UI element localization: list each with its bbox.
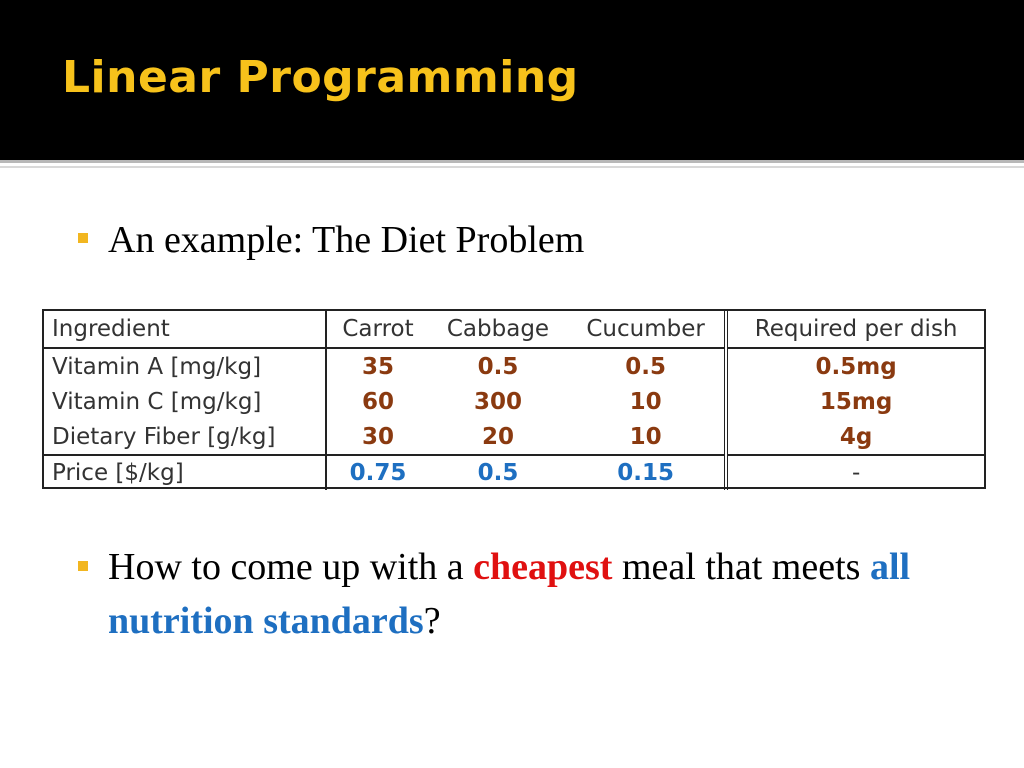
price-value: 0.75 [326,454,429,490]
bullet-text-mid: meal that meets [612,546,870,588]
table-header-ingredient: Ingredient [44,311,327,349]
keyword-nutrition-standards: all nutrition standards [108,546,911,642]
bullet-text-1: An example: The Diet Problem [108,219,585,261]
cell-value: 0.5 [477,353,519,380]
header-divider-secondary [0,166,1024,168]
bullet-text-post: ? [423,600,441,642]
cell-value: 0.5 [625,353,666,380]
keyword-cheapest: cheapest [473,546,613,588]
cell-required: 4g [724,419,984,455]
slide-title: Linear Programming [62,52,579,103]
bullet-square-icon [78,233,88,243]
table-row-price: Price [$/kg] 0.75 0.5 0.15 - [44,454,984,490]
cell-value: 20 [481,423,514,450]
cell-value: 60 [361,388,394,415]
row-label: Vitamin C [mg/kg] [44,384,327,419]
cell-value: 35 [361,353,394,380]
cell-value: 10 [629,388,662,415]
row-label: Price [$/kg] [44,454,327,490]
table-row: Vitamin C [mg/kg] 60 300 10 15mg [44,384,984,419]
table-header-required: Required per dish [724,311,984,349]
table-row: Vitamin A [mg/kg] 35 0.5 0.5 0.5mg [44,348,984,384]
table-header-cabbage: Cabbage [429,311,567,349]
bullet-square-icon [78,561,88,571]
row-label: Vitamin A [mg/kg] [44,348,327,384]
table-row: Dietary Fiber [g/kg] 30 20 10 4g [44,419,984,455]
cell-required: - [724,454,984,490]
row-label: Dietary Fiber [g/kg] [44,419,327,455]
header-divider [0,160,1024,163]
cell-required: 15mg [724,384,984,419]
bullet-text-2: How to come up with a cheapest meal that… [108,540,988,648]
cell-value: 10 [629,423,662,450]
diet-table: Ingredient Carrot Cabbage Cucumber Requi… [42,309,986,490]
price-value: 0.15 [566,454,727,490]
cell-value: 30 [361,423,394,450]
price-value: 0.5 [429,454,567,490]
table-header-carrot: Carrot [326,311,429,349]
bullet-text-pre: How to come up with a [108,546,474,588]
cell-value: 300 [473,388,522,415]
cell-required: 0.5mg [724,348,984,384]
slide-header: Linear Programming [0,0,1024,160]
table-header-cucumber: Cucumber [566,311,727,349]
